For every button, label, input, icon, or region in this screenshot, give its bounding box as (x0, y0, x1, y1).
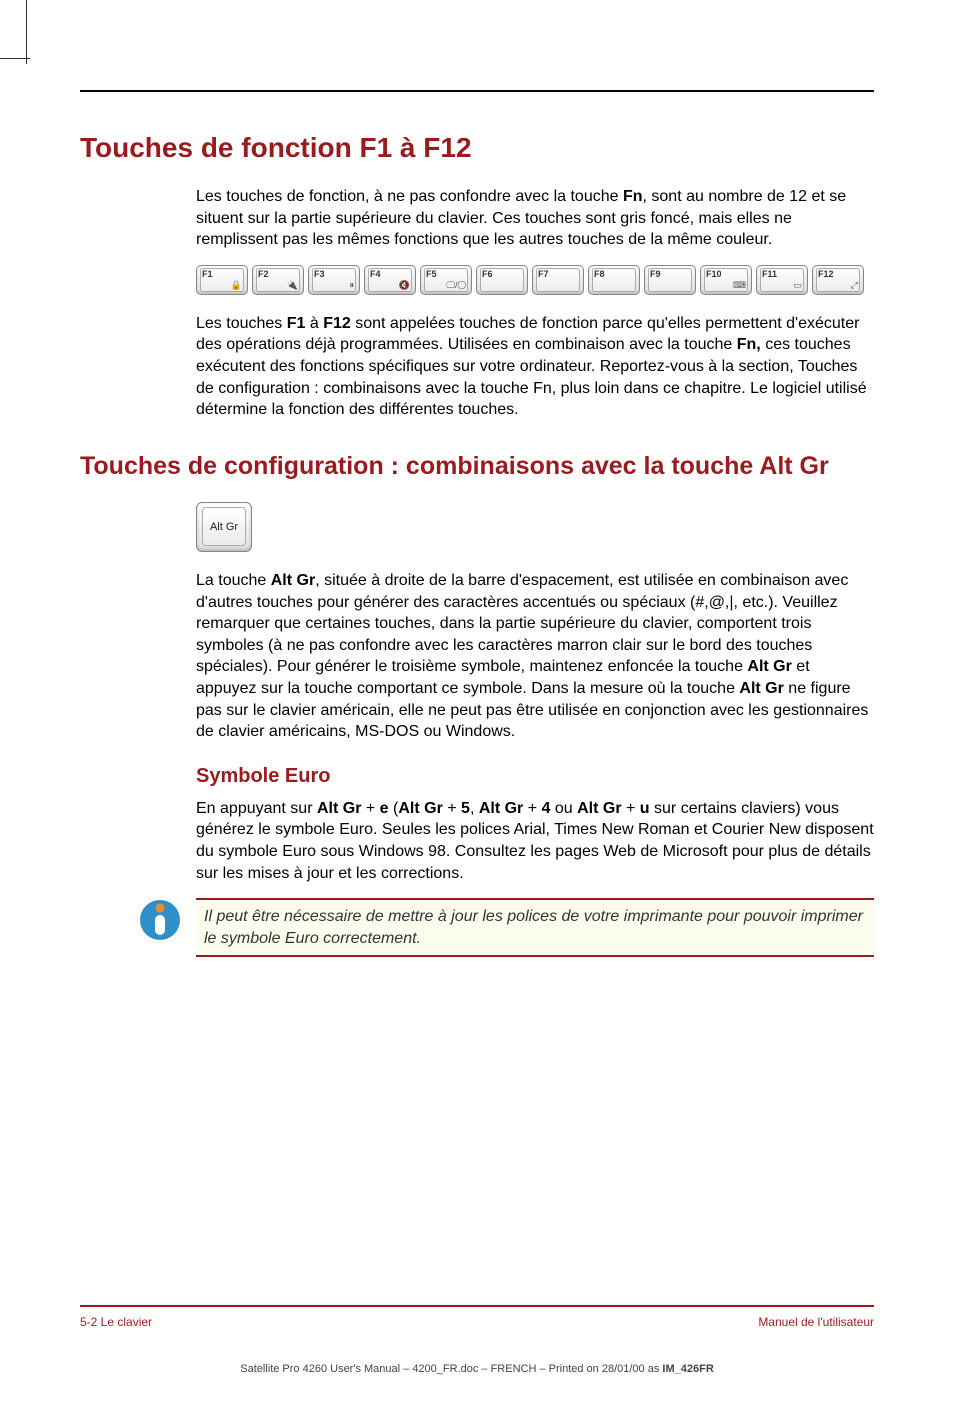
fkey-icon: 🔒 (231, 280, 242, 291)
heading-altgr: Touches de configuration : combinaisons … (80, 451, 874, 482)
fkey-label: F10 (706, 269, 722, 279)
text: + (361, 800, 379, 817)
fkey-icon: 🖵/◯ (446, 280, 466, 291)
bold-fn: Fn (623, 188, 643, 205)
bold: Alt Gr (317, 800, 361, 817)
text: Les touches de fonction, à ne pas confon… (196, 188, 623, 205)
heading-f1-f12: Touches de fonction F1 à F12 (80, 132, 874, 164)
text: ( (389, 800, 399, 817)
info-icon (138, 898, 182, 942)
text: + (523, 800, 541, 817)
bold: Alt Gr (739, 680, 783, 697)
fkey-label: F4 (370, 269, 381, 279)
para-euro: En appuyant sur Alt Gr + e (Alt Gr + 5, … (196, 798, 874, 884)
bold: e (380, 800, 389, 817)
text: + (622, 800, 640, 817)
bold: Alt Gr (577, 800, 621, 817)
fkey-label: F8 (594, 269, 605, 279)
fkey-f5: F5 🖵/◯ (420, 265, 472, 295)
fkey-icon: ⌨ (733, 280, 746, 291)
function-keys-row: F1 🔒 F2 🔌 F3 ⏸ F4 🔇 F5 🖵/◯ F6 F7 F8 F9 F10 ⌨ F11 ▭ F12 ⤢ (196, 265, 874, 295)
bold: 5 (461, 800, 470, 817)
fkey-f6: F6 (476, 265, 528, 295)
fkey-f12: F12 ⤢ (812, 265, 864, 295)
bold: IM_426FR (662, 1363, 713, 1375)
fkey-f9: F9 (644, 265, 696, 295)
top-rule (80, 90, 874, 92)
fkey-label: F6 (482, 269, 493, 279)
altgr-key-figure: Alt Gr (196, 502, 874, 552)
fkey-f2: F2 🔌 (252, 265, 304, 295)
fkey-label: F3 (314, 269, 325, 279)
fkey-icon: ▭ (793, 280, 802, 291)
bold-f12: F12 (323, 315, 351, 332)
text: à (305, 315, 323, 332)
fkey-label: F5 (426, 269, 437, 279)
text: Les touches (196, 315, 287, 332)
page: Touches de fonction F1 à F12 Les touches… (0, 0, 954, 1409)
note-block: Il peut être nécessaire de mettre à jour… (80, 898, 874, 957)
fkey-label: F1 (202, 269, 213, 279)
fkey-label: F2 (258, 269, 269, 279)
fkey-icon: 🔌 (287, 280, 298, 291)
text: Satellite Pro 4260 User's Manual – 4200_… (240, 1363, 662, 1375)
footer-left: 5-2 Le clavier (80, 1315, 152, 1329)
page-footer: 5-2 Le clavier Manuel de l'utilisateur (80, 1305, 874, 1329)
fkey-label: F12 (818, 269, 834, 279)
text: + (443, 800, 461, 817)
bold-f1: F1 (287, 315, 306, 332)
para-intro-fkeys: Les touches de fonction, à ne pas confon… (196, 186, 874, 251)
fkey-icon: ⤢ (851, 280, 858, 291)
fkey-f11: F11 ▭ (756, 265, 808, 295)
fkey-f1: F1 🔒 (196, 265, 248, 295)
bold: Alt Gr (271, 572, 315, 589)
text: ou (550, 800, 577, 817)
fkey-label: F7 (538, 269, 549, 279)
text: La touche (196, 572, 271, 589)
fkey-f8: F8 (588, 265, 640, 295)
altgr-key-label: Alt Gr (202, 507, 246, 546)
para-fkeys-desc: Les touches F1 à F12 sont appelées touch… (196, 313, 874, 421)
fkey-f3: F3 ⏸ (308, 265, 360, 295)
fkey-label: F11 (762, 269, 777, 279)
heading-euro: Symbole Euro (196, 765, 874, 788)
print-line: Satellite Pro 4260 User's Manual – 4200_… (0, 1363, 954, 1375)
fkey-f10: F10 ⌨ (700, 265, 752, 295)
bold: Alt Gr (479, 800, 523, 817)
footer-right: Manuel de l'utilisateur (758, 1315, 874, 1329)
fkey-f7: F7 (532, 265, 584, 295)
fkey-icon: ⏸ (349, 280, 354, 291)
altgr-key: Alt Gr (196, 502, 252, 552)
bold: Alt Gr (747, 658, 791, 675)
fkey-f4: F4 🔇 (364, 265, 416, 295)
bold: u (640, 800, 650, 817)
fkey-icon: 🔇 (399, 280, 410, 291)
bold-fn2: Fn, (737, 336, 761, 353)
note-text: Il peut être nécessaire de mettre à jour… (196, 898, 874, 957)
text: , (470, 800, 479, 817)
fkey-label: F9 (650, 269, 661, 279)
para-altgr-desc: La touche Alt Gr, située à droite de la … (196, 570, 874, 743)
bold: Alt Gr (398, 800, 442, 817)
text: En appuyant sur (196, 800, 317, 817)
